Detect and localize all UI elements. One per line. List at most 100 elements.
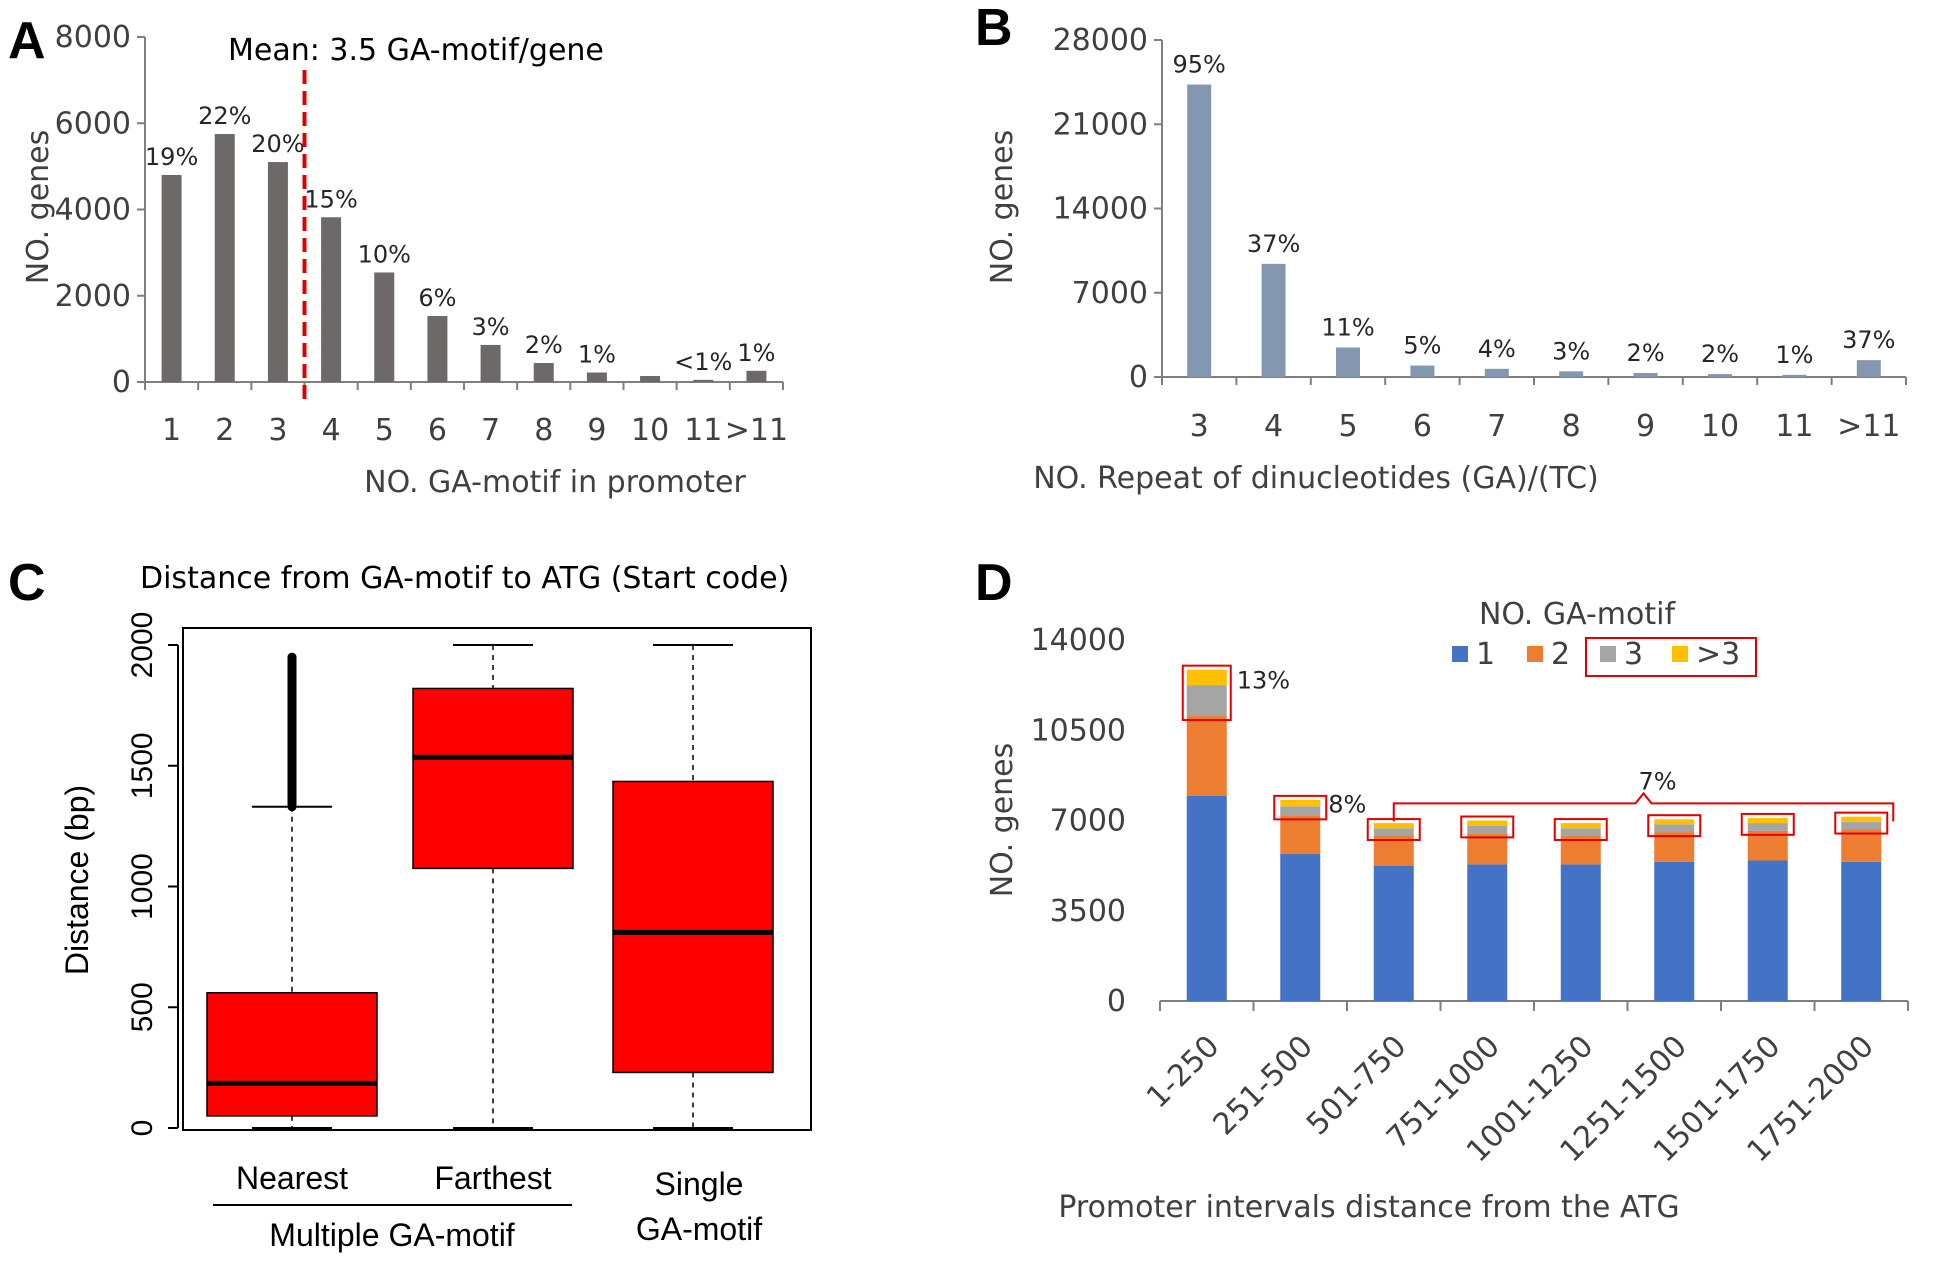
panel-d-bar-segment	[1280, 854, 1321, 1001]
panel-d-bar-segment	[1560, 864, 1601, 1001]
panel-b-data-label: 37%	[1842, 326, 1895, 354]
panel-d-x-tick-label: 1-250	[1140, 1029, 1226, 1115]
panel-d-highlight-box	[1553, 818, 1608, 841]
panel-a-x-tick-label: 2	[215, 413, 234, 448]
panel-d-bar-segment	[1186, 669, 1227, 686]
panel-a-x-tick-label: 10	[631, 413, 669, 448]
panel-c-x-tick-label: Nearest	[236, 1160, 348, 1196]
panel-a-data-label: 1%	[737, 339, 775, 367]
panel-a-x-tick-label: 4	[322, 413, 341, 448]
panel-d-highlight-box	[1273, 794, 1328, 821]
panel-d-legend-swatch	[1527, 646, 1543, 662]
panel-c-y-tick-label: 0	[126, 1120, 159, 1137]
panel-d-bar-segment	[1841, 829, 1882, 862]
panel-b-bar	[1559, 371, 1584, 377]
panel-c-title: Distance from GA-motif to ATG (Start cod…	[140, 561, 789, 596]
panel-d-bar-segment	[1280, 799, 1321, 807]
panel-d-bracket	[1392, 791, 1895, 822]
panel-d-highlight-box	[1834, 811, 1889, 835]
panel-a-data-label: 3%	[472, 313, 510, 341]
panel-a-chart: Mean: 3.5 GA-motif/gene NO. GA-motif in …	[21, 20, 788, 500]
panel-b-data-label: 3%	[1552, 337, 1590, 365]
panel-a-data-label: 6%	[418, 284, 456, 312]
panel-d-bar-segment	[1373, 823, 1414, 829]
panel-d-bar-segment	[1841, 861, 1882, 1001]
panel-a-x-tick-label: 1	[162, 413, 181, 448]
panel-d-legend-swatch	[1600, 646, 1616, 662]
panel-d-x-tick-label: 251-500	[1207, 1029, 1320, 1142]
panel-b-y-tick-label: 21000	[1053, 107, 1148, 142]
panel-d-bar-segment	[1747, 823, 1788, 831]
panel-d-bar-segment	[1654, 819, 1695, 825]
panel-b-bar	[1410, 365, 1435, 377]
panel-d-bar-segment	[1467, 833, 1508, 865]
panel-c-box	[612, 780, 774, 1074]
panel-b-x-tick-label: 7	[1487, 409, 1506, 444]
panel-a-xlabel: NO. GA-motif in promoter	[364, 465, 746, 500]
panel-c-y-tick-label: 1500	[126, 732, 159, 799]
panel-d-bar-segment	[1373, 828, 1414, 836]
panel-c-y-tick-label: 2000	[126, 612, 159, 679]
panel-b-x-tick-label: >11	[1837, 409, 1900, 444]
panel-c-group-label: Multiple GA-motif	[269, 1217, 515, 1253]
panel-a-x-tick-label: 11	[684, 413, 722, 448]
panel-b-bar	[1484, 368, 1509, 377]
panel-label-d: D	[975, 554, 1013, 612]
panel-b-data-label: 1%	[1775, 341, 1813, 369]
panel-d-highlight-box	[1740, 812, 1795, 836]
panel-d-bar-segment	[1186, 796, 1227, 1001]
panel-b-data-label: 4%	[1478, 335, 1516, 363]
panel-b-x-tick-label: 4	[1264, 409, 1283, 444]
panel-b-data-label: 2%	[1701, 340, 1739, 368]
panel-d-legend-label: 2	[1551, 637, 1570, 672]
panel-d-bar-segment	[1467, 825, 1508, 834]
panel-a-x-tick-label: 5	[375, 413, 394, 448]
panel-a-x-tick-label: 3	[268, 413, 287, 448]
panel-b-bar	[1856, 360, 1881, 377]
panel-d-legend-swatch	[1452, 646, 1468, 662]
panel-a-title: Mean: 3.5 GA-motif/gene	[228, 33, 604, 68]
panel-b-xlabel: NO. Repeat of dinucleotides (GA)/(TC)	[1033, 461, 1599, 496]
panel-a-bar	[267, 162, 288, 382]
panel-b-x-tick-label: 8	[1562, 409, 1581, 444]
panel-c-y-tick-label: 1000	[126, 853, 159, 920]
panel-b-data-label: 5%	[1403, 332, 1441, 360]
panel-a-bar	[586, 372, 607, 382]
panel-b-bar	[1782, 374, 1807, 377]
panel-b-y-tick-label: 7000	[1072, 276, 1148, 311]
panel-a-data-label: 15%	[304, 185, 357, 213]
panel-b-x-tick-label: 6	[1413, 409, 1432, 444]
panel-b-data-label: 2%	[1627, 339, 1665, 367]
panel-a-bar	[480, 344, 501, 382]
panel-a-data-label: <1%	[674, 348, 732, 376]
panel-a-x-tick-label: 6	[428, 413, 447, 448]
panel-c-chart: Distance from GA-motif to ATG (Start cod…	[59, 561, 812, 1253]
panel-label-c: C	[8, 554, 46, 612]
panel-a-x-tick-label: 9	[587, 413, 606, 448]
panel-a-data-label: 10%	[358, 240, 411, 268]
panel-d-legend-label: 3	[1624, 637, 1643, 672]
panel-b-bar	[1187, 84, 1212, 378]
panel-b-ylabel: NO. genes	[985, 130, 1020, 285]
panel-d-bar-segment	[1560, 823, 1601, 829]
panel-d-bar-segment	[1467, 864, 1508, 1001]
panel-d-bar-segment	[1280, 806, 1321, 816]
panel-b-bar	[1261, 263, 1286, 377]
panel-b-x-tick-label: 5	[1338, 409, 1357, 444]
panel-d-annotation: 13%	[1237, 667, 1290, 695]
panel-a-data-label: 22%	[198, 102, 251, 130]
panel-a-y-tick-label: 4000	[55, 193, 131, 228]
panel-a-bar	[321, 217, 342, 382]
panel-a-x-tick-label: 7	[481, 413, 500, 448]
panel-a-ylabel: NO. genes	[21, 130, 56, 285]
panel-d-legend-label: 1	[1476, 637, 1495, 672]
panel-d-bar-segment	[1747, 817, 1788, 824]
panel-c-frame	[182, 627, 812, 1131]
panel-b-bar	[1708, 374, 1732, 377]
panel-a-x-tick-label: 8	[534, 413, 553, 448]
panel-b-y-tick-label: 0	[1129, 360, 1148, 395]
panel-d-bar-segment	[1841, 821, 1882, 830]
panel-a-bar	[427, 316, 448, 382]
panel-d-legend-title: NO. GA-motif	[1479, 597, 1677, 632]
